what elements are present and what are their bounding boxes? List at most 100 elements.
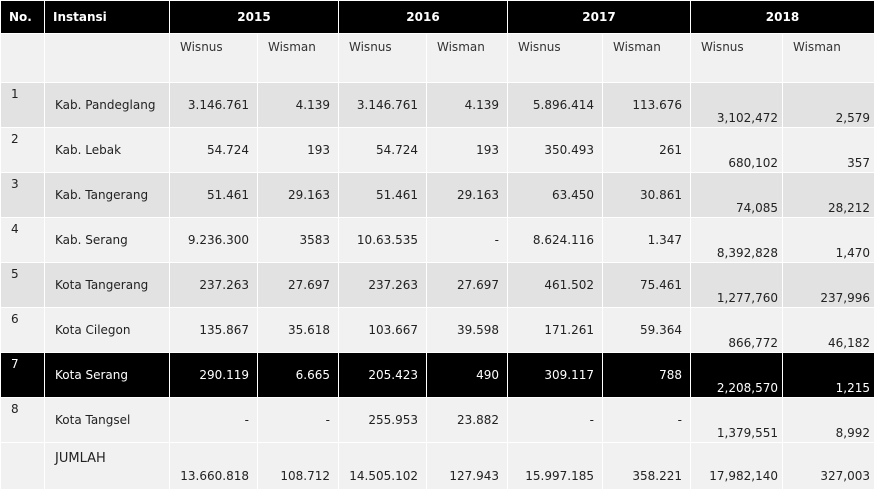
value-cell: 8.624.116 bbox=[508, 218, 603, 263]
value-cell: 6.665 bbox=[258, 353, 339, 398]
instansi-name: Kota Cilegon bbox=[45, 308, 170, 353]
value-cell: 51.461 bbox=[170, 173, 258, 218]
value-cell: 51.461 bbox=[339, 173, 427, 218]
value-cell: 3,102,472 bbox=[691, 83, 783, 128]
value-cell: 23.882 bbox=[427, 398, 508, 443]
value-cell: 46,182 bbox=[783, 308, 874, 353]
total-cell: 327,003 bbox=[783, 443, 874, 490]
total-cell: 108.712 bbox=[258, 443, 339, 490]
instansi-name: Kab. Serang bbox=[45, 218, 170, 263]
value-cell: 54.724 bbox=[170, 128, 258, 173]
value-cell: 63.450 bbox=[508, 173, 603, 218]
subheader-row: Wisnus Wisman Wisnus Wisman Wisnus Wisma… bbox=[1, 34, 874, 83]
value-cell: 74,085 bbox=[691, 173, 783, 218]
value-cell: 59.364 bbox=[603, 308, 691, 353]
total-cell: 13.660.818 bbox=[170, 443, 258, 490]
instansi-name: Kab. Pandeglang bbox=[45, 83, 170, 128]
value-cell: 39.598 bbox=[427, 308, 508, 353]
value-cell: 237.263 bbox=[170, 263, 258, 308]
value-cell: 680,102 bbox=[691, 128, 783, 173]
value-cell: 3.146.761 bbox=[339, 83, 427, 128]
header-year-2017: 2017 bbox=[508, 1, 691, 34]
instansi-name: Kab. Lebak bbox=[45, 128, 170, 173]
value-cell: 290.119 bbox=[170, 353, 258, 398]
instansi-name: Kota Tangsel bbox=[45, 398, 170, 443]
value-cell: - bbox=[170, 398, 258, 443]
value-cell: 3583 bbox=[258, 218, 339, 263]
value-cell: 5.896.414 bbox=[508, 83, 603, 128]
total-row: JUMLAH 13.660.818 108.712 14.505.102 127… bbox=[1, 443, 874, 490]
value-cell: 54.724 bbox=[339, 128, 427, 173]
value-cell: 193 bbox=[258, 128, 339, 173]
value-cell: 350.493 bbox=[508, 128, 603, 173]
total-cell: 358.221 bbox=[603, 443, 691, 490]
subheader-wisnus: Wisnus bbox=[508, 34, 603, 83]
value-cell: - bbox=[258, 398, 339, 443]
value-cell: 461.502 bbox=[508, 263, 603, 308]
row-number: 7 bbox=[1, 353, 45, 398]
value-cell: 35.618 bbox=[258, 308, 339, 353]
value-cell: 237.263 bbox=[339, 263, 427, 308]
subheader-wisnus: Wisnus bbox=[339, 34, 427, 83]
value-cell: - bbox=[508, 398, 603, 443]
header-no: No. bbox=[1, 1, 45, 34]
row-number: 3 bbox=[1, 173, 45, 218]
value-cell: 8,992 bbox=[783, 398, 874, 443]
header-instansi: Instansi bbox=[45, 1, 170, 34]
subheader-blank bbox=[45, 34, 170, 83]
value-cell: 9.236.300 bbox=[170, 218, 258, 263]
header-year-2018: 2018 bbox=[691, 1, 874, 34]
value-cell: 29.163 bbox=[427, 173, 508, 218]
subheader-wisman: Wisman bbox=[603, 34, 691, 83]
subheader-blank bbox=[1, 34, 45, 83]
row-number: 2 bbox=[1, 128, 45, 173]
value-cell: 490 bbox=[427, 353, 508, 398]
value-cell: 171.261 bbox=[508, 308, 603, 353]
total-cell: 127.943 bbox=[427, 443, 508, 490]
instansi-name: Kab. Tangerang bbox=[45, 173, 170, 218]
row-number: 5 bbox=[1, 263, 45, 308]
value-cell: 135.867 bbox=[170, 308, 258, 353]
value-cell: 237,996 bbox=[783, 263, 874, 308]
instansi-name: Kota Serang bbox=[45, 353, 170, 398]
value-cell: 1.347 bbox=[603, 218, 691, 263]
subheader-wisman: Wisman bbox=[258, 34, 339, 83]
subheader-wisman: Wisman bbox=[427, 34, 508, 83]
header-year-2015: 2015 bbox=[170, 1, 339, 34]
total-cell: 14.505.102 bbox=[339, 443, 427, 490]
value-cell: 10.63.535 bbox=[339, 218, 427, 263]
row-number: 1 bbox=[1, 83, 45, 128]
value-cell: 255.953 bbox=[339, 398, 427, 443]
total-cell: 17,982,140 bbox=[691, 443, 783, 490]
row-number: 6 bbox=[1, 308, 45, 353]
value-cell: 205.423 bbox=[339, 353, 427, 398]
value-cell: 1,277,760 bbox=[691, 263, 783, 308]
subheader-wisnus: Wisnus bbox=[691, 34, 783, 83]
subheader-wisnus: Wisnus bbox=[170, 34, 258, 83]
total-no bbox=[1, 443, 45, 490]
value-cell: 2,579 bbox=[783, 83, 874, 128]
value-cell: 75.461 bbox=[603, 263, 691, 308]
value-cell: 29.163 bbox=[258, 173, 339, 218]
value-cell: 261 bbox=[603, 128, 691, 173]
value-cell: 1,215 bbox=[783, 353, 874, 398]
value-cell: 3.146.761 bbox=[170, 83, 258, 128]
subheader-wisman: Wisman bbox=[783, 34, 874, 83]
value-cell: 8,392,828 bbox=[691, 218, 783, 263]
value-cell: 30.861 bbox=[603, 173, 691, 218]
value-cell: 309.117 bbox=[508, 353, 603, 398]
value-cell: 1,379,551 bbox=[691, 398, 783, 443]
value-cell: 27.697 bbox=[258, 263, 339, 308]
total-cell: 15.997.185 bbox=[508, 443, 603, 490]
value-cell: 4.139 bbox=[427, 83, 508, 128]
value-cell: 193 bbox=[427, 128, 508, 173]
